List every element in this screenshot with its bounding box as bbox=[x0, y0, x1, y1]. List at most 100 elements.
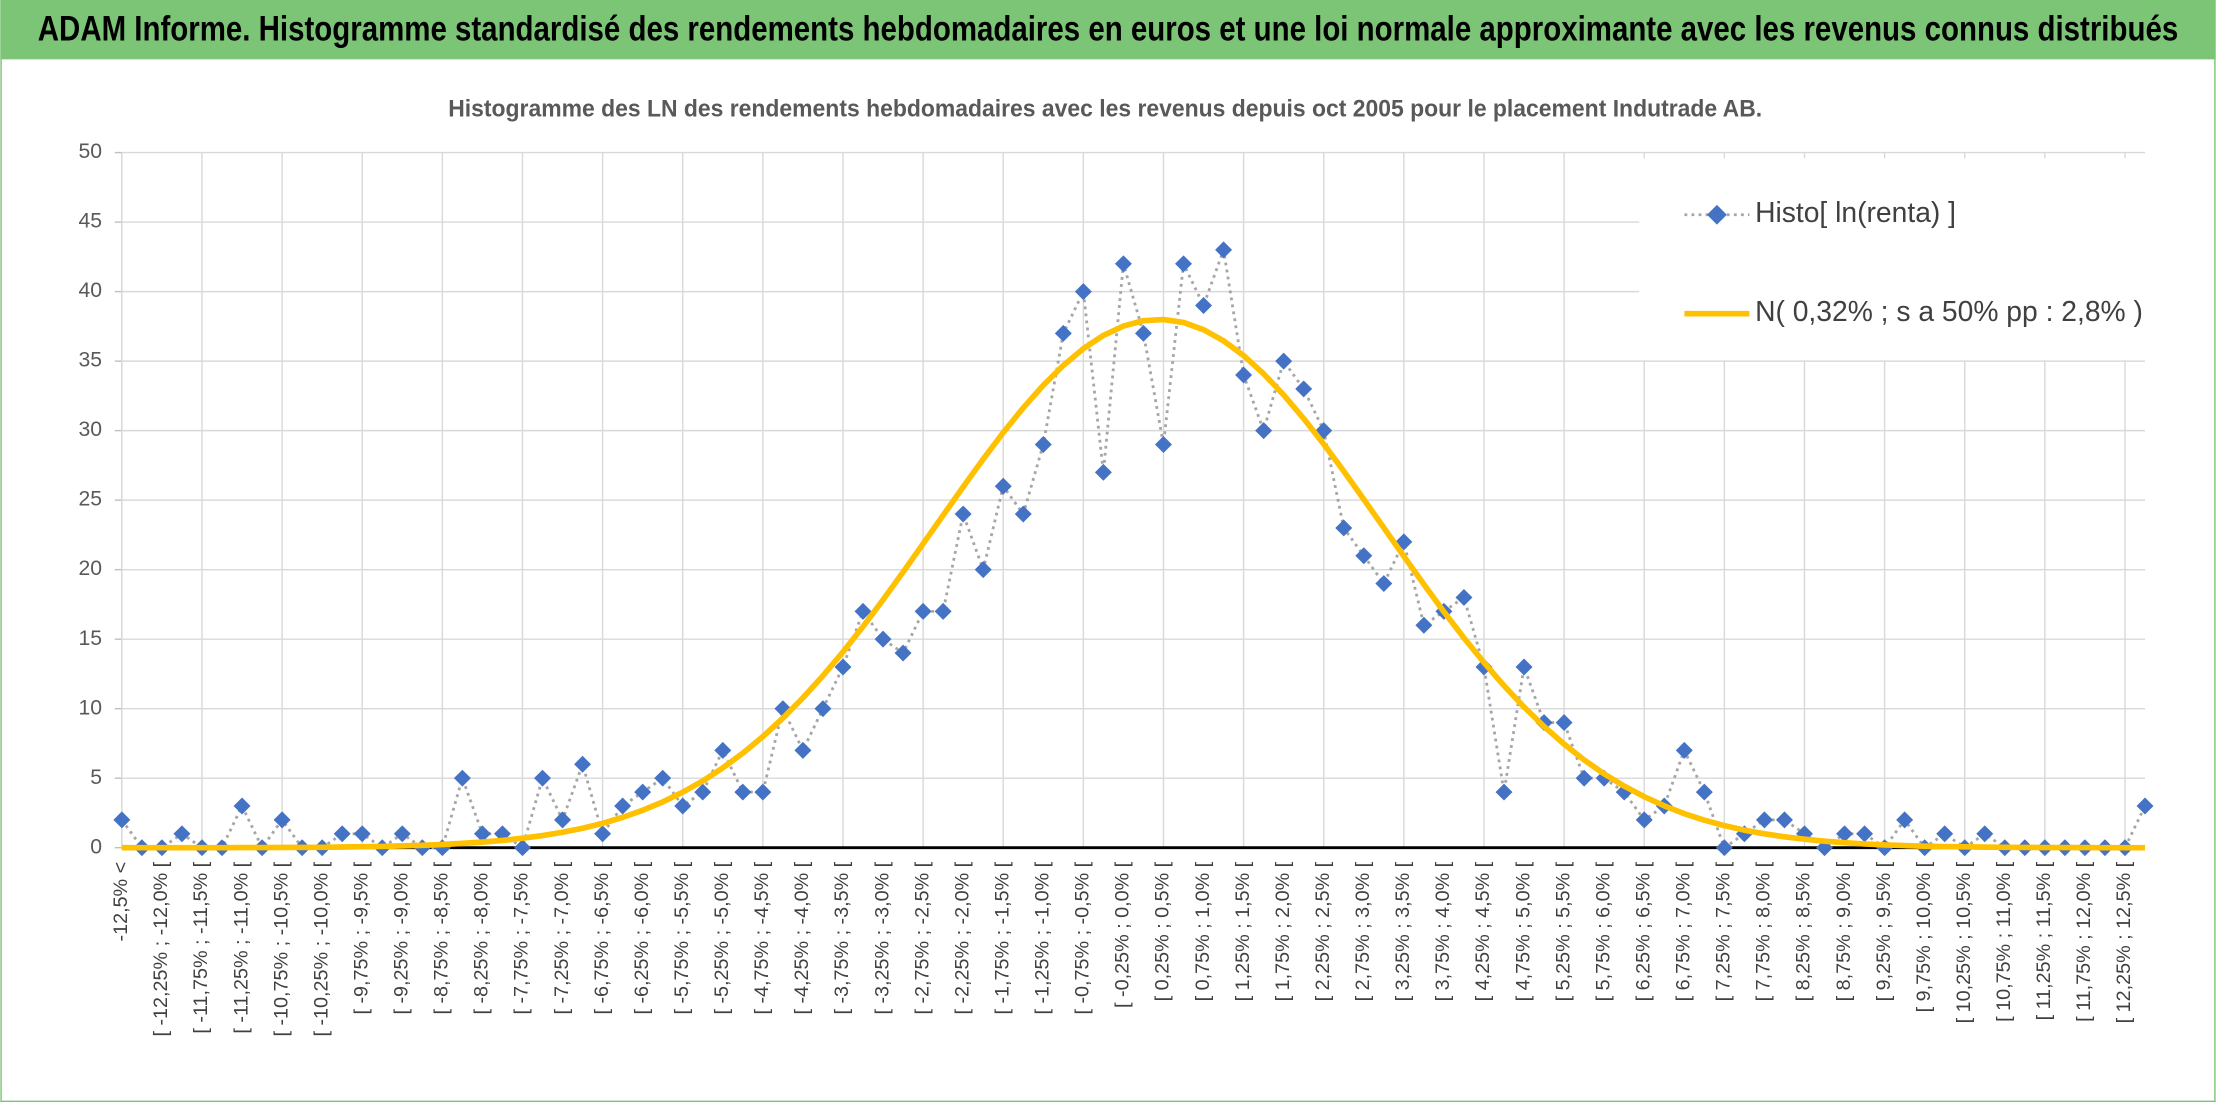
marker bbox=[1134, 324, 1152, 342]
x-tick-label: [ -9,25% ; -9,0% [ bbox=[391, 861, 413, 1014]
x-tick-label: [ 12,25% ; 12,5% [ bbox=[2113, 861, 2135, 1023]
marker bbox=[594, 825, 612, 843]
x-tick-label: [ 6,75% ; 7,0% [ bbox=[1673, 861, 1695, 1001]
x-tick-label: [ 11,75% ; 12,0% [ bbox=[2073, 861, 2095, 1022]
marker bbox=[1455, 588, 1473, 606]
marker bbox=[1555, 714, 1573, 732]
marker bbox=[954, 505, 972, 523]
marker bbox=[554, 811, 572, 829]
x-tick-label: [ 7,75% ; 8,0% [ bbox=[1753, 861, 1775, 1001]
x-tick-label: [ 8,75% ; 9,0% [ bbox=[1833, 861, 1855, 1001]
y-tick-label: 45 bbox=[78, 210, 102, 233]
marker bbox=[1235, 366, 1253, 384]
legend-label: Histo[ ln(renta) ] bbox=[1755, 196, 1956, 228]
marker bbox=[1295, 380, 1313, 398]
marker bbox=[534, 769, 551, 787]
x-tick-label: [ 4,25% ; 4,5% [ bbox=[1472, 861, 1494, 1001]
marker bbox=[694, 783, 712, 801]
marker bbox=[814, 700, 832, 718]
marker bbox=[614, 797, 632, 815]
x-tick-label: [ -5,25% ; -5,0% [ bbox=[711, 861, 733, 1014]
x-tick-label: [ -6,75% ; -6,5% [ bbox=[591, 861, 613, 1014]
x-tick-label: [ 11,25% ; 11,5% [ bbox=[2033, 861, 2055, 1020]
x-tick-label: [ -4,25% ; -4,0% [ bbox=[791, 861, 813, 1014]
marker bbox=[233, 797, 251, 815]
chart-title: Histogramme des LN des rendements hebdom… bbox=[448, 96, 1762, 123]
x-tick-label: [ 10,75% ; 11,0% [ bbox=[1993, 861, 2015, 1022]
header-bar bbox=[0, 0, 2216, 60]
marker bbox=[1094, 463, 1112, 481]
marker bbox=[513, 839, 531, 857]
marker bbox=[273, 811, 291, 829]
x-tick-label: [ -8,75% ; -8,5% [ bbox=[431, 861, 453, 1014]
x-tick-label: [ -11,75% ; -11,5% [ bbox=[190, 861, 212, 1033]
marker bbox=[734, 783, 752, 801]
x-tick-label: [ 5,75% ; 6,0% [ bbox=[1592, 861, 1614, 1001]
y-tick-label: 30 bbox=[78, 418, 102, 441]
y-tick-label: 25 bbox=[78, 488, 102, 511]
x-tick-label: [ 2,25% ; 2,5% [ bbox=[1312, 861, 1334, 1001]
x-tick-label: [ 3,75% ; 4,0% [ bbox=[1432, 861, 1454, 1001]
marker bbox=[1155, 436, 1172, 454]
marker bbox=[2136, 797, 2154, 815]
marker bbox=[854, 602, 872, 620]
x-tick-label: [ -12,25% ; -12,0% [ bbox=[150, 861, 172, 1036]
x-tick-label: [ 9,75% ; 10,0% [ bbox=[1913, 861, 1935, 1012]
marker bbox=[1675, 741, 1693, 759]
x-tick-label: [ 10,25% ; 10,5% [ bbox=[1953, 861, 1975, 1023]
marker bbox=[674, 797, 692, 815]
x-tick-label: [ -10,75% ; -10,5% [ bbox=[270, 861, 292, 1036]
x-tick-label: [ 6,25% ; 6,5% [ bbox=[1632, 861, 1654, 1001]
x-tick-label: [ -6,25% ; -6,0% [ bbox=[631, 861, 653, 1014]
x-tick-label: [ -7,25% ; -7,0% [ bbox=[551, 861, 573, 1014]
series-line bbox=[120, 248, 2147, 850]
marker bbox=[353, 825, 371, 843]
x-tick-label: [ -11,25% ; -11,0% [ bbox=[230, 861, 252, 1033]
x-tick-label: [ -0,25% ; 0,0% [ bbox=[1112, 861, 1134, 1008]
marker bbox=[333, 825, 351, 843]
x-tick-label: [ -3,25% ; -3,0% [ bbox=[871, 861, 893, 1014]
marker bbox=[1175, 255, 1192, 273]
y-tick-label: 50 bbox=[78, 140, 102, 163]
marker bbox=[934, 602, 952, 620]
marker bbox=[1495, 783, 1513, 801]
marker bbox=[894, 644, 912, 662]
marker bbox=[874, 630, 892, 648]
marker bbox=[574, 755, 592, 773]
x-tick-label: [ 1,75% ; 2,0% [ bbox=[1272, 861, 1294, 1001]
marker bbox=[1375, 575, 1393, 593]
x-tick-label: -12,5% < bbox=[110, 862, 132, 942]
x-tick-label: [ -5,75% ; -5,5% [ bbox=[671, 861, 693, 1014]
y-tick-label: 10 bbox=[78, 696, 102, 719]
marker bbox=[1755, 811, 1773, 829]
y-tick-label: 20 bbox=[78, 557, 102, 580]
marker bbox=[1635, 811, 1653, 829]
marker bbox=[453, 769, 471, 787]
legend-label: N( 0,32% ; s a 50% pp : 2,8% ) bbox=[1755, 295, 2143, 327]
x-tick-label: [ -1,25% ; -1,0% [ bbox=[1032, 861, 1054, 1014]
marker bbox=[1355, 547, 1373, 565]
x-tick-label: [ -9,75% ; -9,5% [ bbox=[350, 861, 372, 1014]
x-tick-label: [ -10,25% ; -10,0% [ bbox=[310, 861, 332, 1036]
marker bbox=[1014, 505, 1032, 523]
marker bbox=[473, 825, 491, 843]
y-tick-label: 15 bbox=[78, 627, 102, 650]
marker bbox=[1896, 811, 1914, 829]
marker bbox=[113, 811, 131, 829]
x-tick-label: [ 9,25% ; 9,5% [ bbox=[1873, 861, 1895, 1001]
x-tick-label: [ -4,75% ; -4,5% [ bbox=[751, 861, 773, 1014]
x-tick-label: [ 2,75% ; 3,0% [ bbox=[1352, 861, 1374, 1001]
marker bbox=[974, 561, 992, 579]
y-tick-label: 40 bbox=[78, 279, 102, 302]
marker bbox=[393, 825, 411, 843]
y-tick-label: 5 bbox=[90, 766, 102, 789]
marker bbox=[1695, 783, 1713, 801]
series-line bbox=[121, 316, 2146, 851]
marker bbox=[714, 741, 732, 759]
x-tick-label: [ 4,75% ; 5,0% [ bbox=[1512, 861, 1534, 1001]
marker bbox=[173, 825, 191, 843]
x-tick-label: [ -1,75% ; -1,5% [ bbox=[991, 861, 1013, 1014]
x-tick-label: [ 5,25% ; 5,5% [ bbox=[1552, 861, 1574, 1001]
